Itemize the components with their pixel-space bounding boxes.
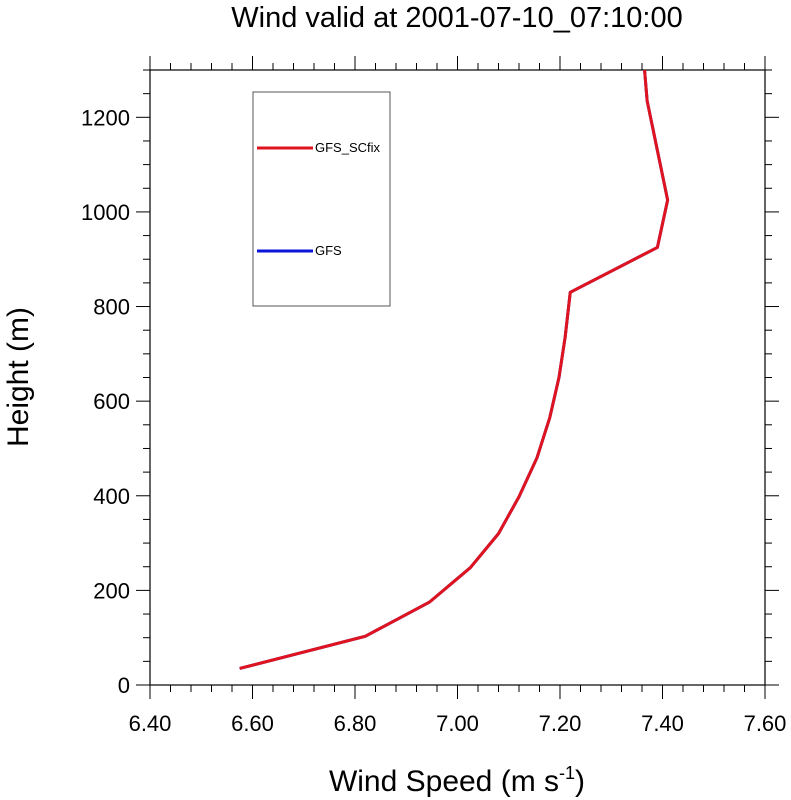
x-tick-label: 7.00 [436,711,479,736]
plot-frame [149,69,766,686]
y-tick-label: 800 [93,295,130,320]
axis-ticks [136,56,779,699]
series-line-gfs [239,69,670,670]
x-tick-label: 6.60 [231,711,274,736]
x-axis-label: Wind Speed (m s-1) [329,763,585,798]
series-line-gfs-scfix [239,69,670,670]
y-tick-label: 400 [93,484,130,509]
y-tick-label: 1200 [81,105,130,130]
x-axis-label-superscript: -1 [559,763,575,783]
y-tick-label: 600 [93,389,130,414]
y-tick-label: 200 [93,578,130,603]
legend: GFS_SCfix GFS [252,91,391,307]
x-tick-label: 6.40 [129,711,172,736]
y-tick-label: 0 [118,673,130,698]
chart-title: Wind valid at 2001-07-10_07:10:00 [231,2,682,34]
x-tick-label: 6.80 [334,711,377,736]
legend-box [252,91,391,307]
x-axis-label-close: ) [575,765,585,798]
series-lines [239,69,670,670]
legend-label-gfs: GFS [315,243,342,258]
y-axis-label: Height (m) [2,307,35,447]
x-tick-label: 7.20 [539,711,582,736]
x-axis-label-main: Wind Speed (m s [329,765,559,798]
axis-tick-labels: 6.40 6.60 6.80 7.00 7.20 7.40 7.60 0 200 400 600 80… [81,105,786,736]
x-tick-label: 7.40 [641,711,684,736]
x-tick-label: 7.60 [744,711,787,736]
legend-label-gfs-scfix: GFS_SCfix [315,140,381,155]
y-tick-label: 1000 [81,200,130,225]
